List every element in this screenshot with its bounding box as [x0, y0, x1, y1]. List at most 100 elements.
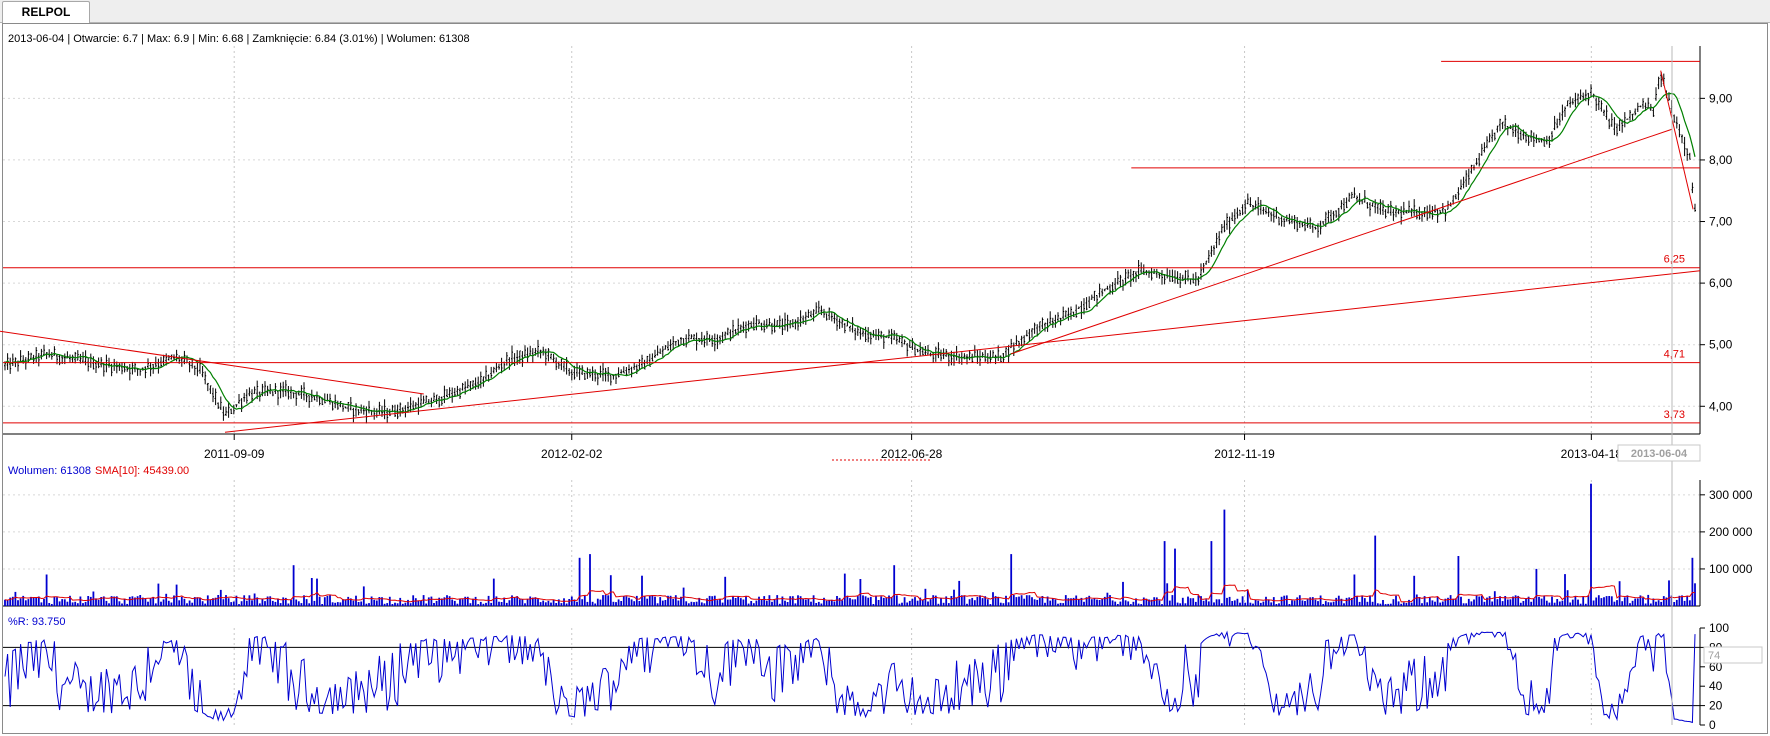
volume-bar [1369, 595, 1371, 606]
volume-bar [1007, 602, 1010, 606]
volume-bar [74, 601, 77, 606]
volume-bar [157, 583, 160, 606]
volume-bar [1116, 604, 1119, 606]
wr-tick-label-0: 0 [1709, 718, 1716, 732]
volume-bar [661, 600, 664, 606]
volume-bar [929, 599, 932, 606]
volume-bar [404, 602, 407, 606]
volume-bar [1613, 601, 1616, 606]
volume-bar [89, 596, 92, 606]
volume-bar [261, 598, 264, 606]
volume-bar [1436, 596, 1439, 606]
volume-bar [690, 601, 693, 606]
volume-bar [110, 596, 113, 606]
volume-bar [1340, 598, 1343, 606]
trend-line-0[interactable] [0, 329, 424, 395]
volume-sma-line [4, 584, 1696, 603]
trend-line-3[interactable] [1660, 70, 1694, 210]
volume-bar [1402, 602, 1405, 606]
volume-bar [812, 595, 815, 606]
volume-bar [349, 598, 352, 606]
volume-bar [19, 598, 22, 606]
x-axis-ticks: 2011-09-09 2012-02-02 2012-06-28 2012-11-19… [204, 434, 1622, 461]
volume-bar [565, 603, 568, 606]
volume-bar [394, 602, 396, 606]
volume-bar [495, 596, 498, 606]
y-tick-label-3: 7,00 [1709, 215, 1733, 229]
volume-bar [27, 599, 30, 606]
volume-bar [1153, 597, 1156, 606]
volume-bar [836, 596, 838, 606]
volume-bar [1681, 595, 1683, 606]
volume-bar [947, 603, 950, 606]
volume-bar [134, 597, 136, 606]
volume-bar [940, 598, 942, 606]
volume-bar [1176, 602, 1179, 606]
volume-bar [1618, 581, 1621, 606]
volume-bar [66, 601, 69, 606]
volume-bar [22, 595, 25, 606]
volume-bar [544, 602, 547, 606]
volume-bar [823, 597, 825, 606]
volume-bar [1194, 601, 1197, 606]
volume-bar [1499, 596, 1501, 606]
volume-bar [1465, 603, 1468, 606]
volume-bar [357, 602, 360, 606]
volume-bar [274, 601, 277, 606]
volume-bar [747, 603, 750, 606]
volume-bar [212, 598, 214, 606]
volume-bar [1460, 596, 1462, 606]
volume-bar [503, 597, 506, 606]
williams-r-panel [3, 630, 1700, 724]
volume-bar [1512, 596, 1514, 606]
volume-bar [1226, 597, 1228, 606]
volume-bar [1538, 596, 1540, 606]
volume-bar [193, 597, 196, 606]
volume-bar [1135, 598, 1137, 606]
volume-bar [1553, 602, 1556, 606]
volume-bar [391, 604, 394, 606]
volume-bar [1202, 600, 1205, 606]
volume-bar [1668, 580, 1670, 606]
wr-legend: %R: 93.750 [8, 616, 65, 628]
volume-bar [1418, 597, 1421, 606]
volume-bar [1187, 596, 1189, 606]
trend-line-1[interactable] [224, 270, 1701, 433]
volume-bar [417, 600, 420, 606]
volume-bar [1603, 597, 1605, 606]
volume-bar [1527, 596, 1530, 606]
volume-bar [755, 600, 758, 606]
volume-bar [1259, 602, 1262, 606]
volume-bar [485, 602, 487, 606]
volume-bar [1231, 601, 1234, 606]
volume-bar [1358, 601, 1361, 606]
volume-bar [1012, 595, 1015, 606]
volume-bar [646, 598, 649, 606]
volume-bar [427, 597, 430, 606]
volume-bar [422, 595, 425, 606]
volume-bar [443, 597, 446, 606]
chart-frame [2, 23, 1768, 734]
volume-bar [490, 602, 493, 606]
volume-bar [1379, 603, 1382, 606]
volume-bar [589, 554, 591, 606]
volume-bar [336, 602, 339, 606]
volume-bar [1428, 597, 1431, 606]
volume-bar [604, 595, 607, 606]
volume-bar [765, 600, 768, 606]
volume-bar [1309, 597, 1312, 606]
volume-bar [1483, 601, 1486, 606]
volume-bar [9, 597, 12, 606]
volume-bar [1166, 583, 1169, 606]
volume-bar [1675, 599, 1678, 606]
volume-bar [932, 595, 935, 606]
volume-bar [1262, 601, 1265, 606]
volume-bar [1457, 556, 1460, 606]
volume-bar [843, 573, 846, 606]
trend-line-2[interactable] [1010, 128, 1673, 355]
volume-bar [612, 601, 615, 606]
volume-bar [230, 602, 233, 606]
volume-bar [1629, 603, 1631, 606]
tab-relpol[interactable]: RELPOL [2, 1, 90, 23]
